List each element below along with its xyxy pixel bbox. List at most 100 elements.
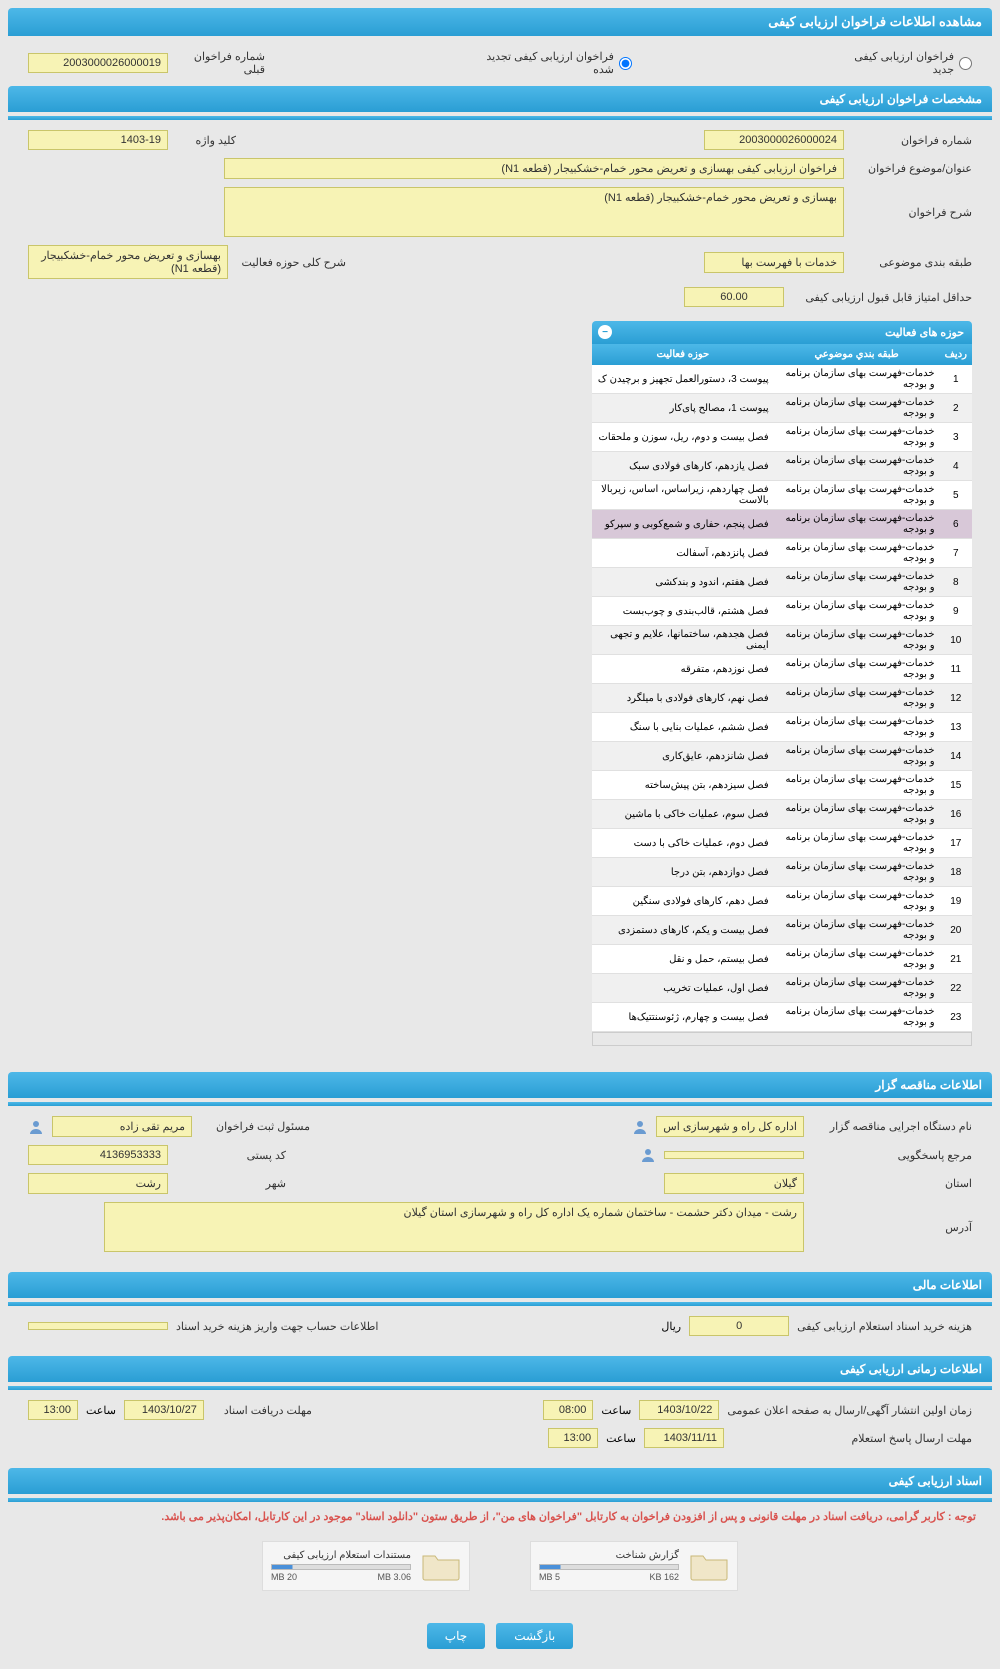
row-cat: خدمات-فهرست بهای سازمان برنامه و بودجه — [774, 945, 940, 974]
table-row[interactable]: 20خدمات-فهرست بهای سازمان برنامه و بودجه… — [592, 916, 972, 945]
tenderer-header: اطلاعات مناقصه گزار — [8, 1072, 992, 1098]
row-cat: خدمات-فهرست بهای سازمان برنامه و بودجه — [774, 829, 940, 858]
page-title: مشاهده اطلاعات فراخوان ارزیابی کیفی — [8, 8, 992, 36]
row-area: فصل دوم، عملیات خاکی با دست — [592, 829, 774, 858]
row-num: 13 — [940, 713, 972, 742]
keyword-value: 1403-19 — [28, 130, 168, 150]
responder-value — [664, 1151, 804, 1159]
doc-item-1[interactable]: گزارش شناخت 162 KB 5 MB — [530, 1541, 738, 1591]
row-cat: خدمات-فهرست بهای سازمان برنامه و بودجه — [774, 742, 940, 771]
province-value: گیلان — [664, 1173, 804, 1194]
back-button[interactable]: بازگشت — [496, 1623, 573, 1649]
table-row[interactable]: 4خدمات-فهرست بهای سازمان برنامه و بودجهف… — [592, 452, 972, 481]
table-row[interactable]: 3خدمات-فهرست بهای سازمان برنامه و بودجهف… — [592, 423, 972, 452]
category-label: طبقه بندی موضوعی — [852, 256, 972, 269]
activity-table: ردیف طبقه بندي موضوعي حوزه فعالیت 1خدمات… — [592, 344, 972, 1032]
row-cat: خدمات-فهرست بهای سازمان برنامه و بودجه — [774, 974, 940, 1003]
receive-time: 13:00 — [28, 1400, 78, 1420]
radio-new-eval[interactable]: فراخوان ارزیابی کیفی جدید — [832, 50, 972, 76]
contact-value: مریم تقی زاده — [52, 1116, 192, 1137]
row-num: 15 — [940, 771, 972, 800]
postal-label: کد پستی — [176, 1149, 286, 1162]
row-num: 16 — [940, 800, 972, 829]
publish-time-label: ساعت — [601, 1404, 631, 1417]
print-button[interactable]: چاپ — [427, 1623, 485, 1649]
table-row[interactable]: 7خدمات-فهرست بهای سازمان برنامه و بودجهف… — [592, 539, 972, 568]
city-value: رشت — [28, 1173, 168, 1194]
doc2-used: 3.06 MB — [377, 1572, 411, 1582]
table-row[interactable]: 9خدمات-فهرست بهای سازمان برنامه و بودجهف… — [592, 597, 972, 626]
postal-value: 4136953333 — [28, 1145, 168, 1165]
call-no-label: شماره فراخوان — [852, 134, 972, 147]
table-row[interactable]: 2خدمات-فهرست بهای سازمان برنامه و بودجهپ… — [592, 394, 972, 423]
radio-renewed-eval[interactable]: فراخوان ارزیابی کیفی تجدید شده — [465, 50, 632, 76]
row-cat: خدمات-فهرست بهای سازمان برنامه و بودجه — [774, 568, 940, 597]
desc-value: بهسازی و تعریض محور خمام-خشکبیجار (قطعه … — [224, 187, 844, 237]
radio-renewed-eval-input[interactable] — [619, 57, 632, 70]
table-row[interactable]: 22خدمات-فهرست بهای سازمان برنامه و بودجه… — [592, 974, 972, 1003]
receive-time-label: ساعت — [86, 1404, 116, 1417]
horizontal-scrollbar[interactable] — [592, 1032, 972, 1046]
doc2-bar — [271, 1564, 411, 1570]
row-area: فصل اول، عملیات تخریب — [592, 974, 774, 1003]
receive-label: مهلت دریافت اسناد — [212, 1404, 312, 1417]
row-cat: خدمات-فهرست بهای سازمان برنامه و بودجه — [774, 597, 940, 626]
timing-header: اطلاعات زمانی ارزیابی کیفی — [8, 1356, 992, 1382]
response-label: مهلت ارسال پاسخ استعلام — [732, 1432, 972, 1445]
table-row[interactable]: 6خدمات-فهرست بهای سازمان برنامه و بودجهف… — [592, 510, 972, 539]
table-row[interactable]: 5خدمات-فهرست بهای سازمان برنامه و بودجهف… — [592, 481, 972, 510]
table-row[interactable]: 11خدمات-فهرست بهای سازمان برنامه و بودجه… — [592, 655, 972, 684]
row-area: پیوست 1، مصالح پای‌کار — [592, 394, 774, 423]
table-row[interactable]: 16خدمات-فهرست بهای سازمان برنامه و بودجه… — [592, 800, 972, 829]
category-value: خدمات با فهرست بها — [704, 252, 844, 273]
radio-new-eval-label: فراخوان ارزیابی کیفی جدید — [832, 50, 954, 76]
table-row[interactable]: 18خدمات-فهرست بهای سازمان برنامه و بودجه… — [592, 858, 972, 887]
table-row[interactable]: 17خدمات-فهرست بهای سازمان برنامه و بودجه… — [592, 829, 972, 858]
keyword-label: کلید واژه — [176, 134, 236, 147]
row-num: 3 — [940, 423, 972, 452]
table-row[interactable]: 8خدمات-فهرست بهای سازمان برنامه و بودجهف… — [592, 568, 972, 597]
table-row[interactable]: 12خدمات-فهرست بهای سازمان برنامه و بودجه… — [592, 684, 972, 713]
org-label: نام دستگاه اجرایی مناقصه گزار — [812, 1120, 972, 1133]
table-row[interactable]: 13خدمات-فهرست بهای سازمان برنامه و بودجه… — [592, 713, 972, 742]
account-value — [28, 1322, 168, 1330]
responder-label: مرجع پاسخگویی — [812, 1149, 972, 1162]
row-cat: خدمات-فهرست بهای سازمان برنامه و بودجه — [774, 365, 940, 394]
table-row[interactable]: 21خدمات-فهرست بهای سازمان برنامه و بودجه… — [592, 945, 972, 974]
receive-date: 1403/10/27 — [124, 1400, 204, 1420]
user-icon — [632, 1119, 648, 1135]
row-area: پیوست 3، دستورالعمل تجهیز و برچیدن ک — [592, 365, 774, 394]
table-row[interactable]: 14خدمات-فهرست بهای سازمان برنامه و بودجه… — [592, 742, 972, 771]
address-label: آدرس — [812, 1221, 972, 1234]
row-num: 14 — [940, 742, 972, 771]
table-row[interactable]: 23خدمات-فهرست بهای سازمان برنامه و بودجه… — [592, 1003, 972, 1032]
collapse-icon[interactable]: − — [598, 325, 612, 339]
row-area: فصل ششم، عملیات بنایی با سنگ — [592, 713, 774, 742]
row-cat: خدمات-فهرست بهای سازمان برنامه و بودجه — [774, 916, 940, 945]
call-no-value: 2003000026000024 — [704, 130, 844, 150]
row-area: فصل هفتم، اندود و بندکشی — [592, 568, 774, 597]
row-area: فصل سوم، عملیات خاکی با ماشین — [592, 800, 774, 829]
table-row[interactable]: 15خدمات-فهرست بهای سازمان برنامه و بودجه… — [592, 771, 972, 800]
doc2-title: مستندات استعلام ارزیابی کیفی — [271, 1550, 411, 1561]
contact-label: مسئول ثبت فراخوان — [200, 1120, 310, 1133]
row-cat: خدمات-فهرست بهای سازمان برنامه و بودجه — [774, 771, 940, 800]
doc-item-2[interactable]: مستندات استعلام ارزیابی کیفی 3.06 MB 20 … — [262, 1541, 470, 1591]
row-cat: خدمات-فهرست بهای سازمان برنامه و بودجه — [774, 887, 940, 916]
activity-scope-value: بهسازی و تعریض محور خمام-خشکبیجار (قطعه … — [28, 245, 228, 279]
response-time-label: ساعت — [606, 1432, 636, 1445]
row-area: فصل پانزدهم، آسفالت — [592, 539, 774, 568]
financial-header: اطلاعات مالی — [8, 1272, 992, 1298]
row-area: فصل یازدهم، کارهای فولادی سبک — [592, 452, 774, 481]
table-row[interactable]: 10خدمات-فهرست بهای سازمان برنامه و بودجه… — [592, 626, 972, 655]
doc1-used: 162 KB — [649, 1572, 679, 1582]
activity-header: حوزه های فعالیت − — [592, 321, 972, 344]
row-num: 20 — [940, 916, 972, 945]
address-value: رشت - میدان دکتر حشمت - ساختمان شماره یک… — [104, 1202, 804, 1252]
subject-value: فراخوان ارزیابی کیفی بهسازی و تعریض محور… — [224, 158, 844, 179]
row-num: 22 — [940, 974, 972, 1003]
table-row[interactable]: 1خدمات-فهرست بهای سازمان برنامه و بودجهپ… — [592, 365, 972, 394]
table-row[interactable]: 19خدمات-فهرست بهای سازمان برنامه و بودجه… — [592, 887, 972, 916]
radio-new-eval-input[interactable] — [959, 57, 972, 70]
doc1-title: گزارش شناخت — [539, 1550, 679, 1561]
